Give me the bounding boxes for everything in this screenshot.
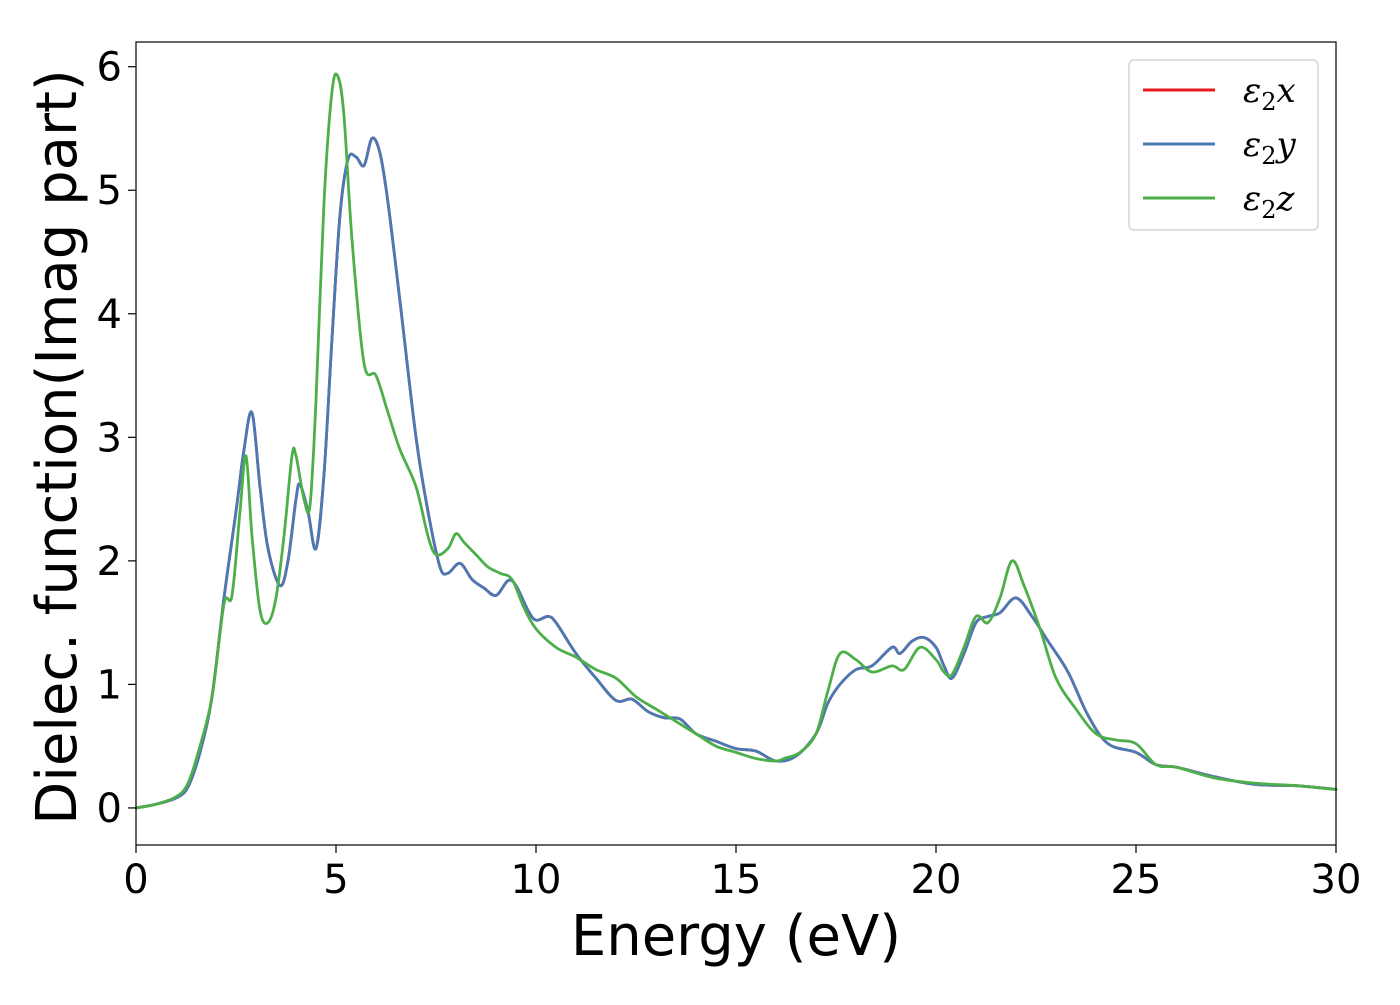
y-tick-label: 4 bbox=[97, 292, 122, 338]
y-tick-label: 2 bbox=[97, 539, 122, 585]
series-layer bbox=[134, 72, 1338, 810]
legend: ε2x ε2y ε2z bbox=[1128, 59, 1319, 231]
y-tick-label: 0 bbox=[97, 786, 122, 832]
x-tick-label: 30 bbox=[1311, 857, 1362, 903]
y-axis-ticks: 0 1 2 3 4 5 6 bbox=[97, 45, 136, 832]
legend-label-z: ε2z bbox=[1243, 179, 1296, 224]
x-axis-ticks: 0 5 10 15 20 25 30 bbox=[123, 845, 1361, 903]
y-tick-label: 5 bbox=[97, 168, 122, 214]
legend-label-y: ε2y bbox=[1243, 125, 1297, 170]
x-tick-label: 0 bbox=[123, 857, 148, 903]
x-axis-title: Energy (eV) bbox=[571, 904, 901, 969]
series-line-z bbox=[134, 72, 1338, 810]
x-tick-label: 10 bbox=[511, 857, 562, 903]
series-line-y bbox=[134, 136, 1338, 810]
x-tick-label: 20 bbox=[911, 857, 962, 903]
x-tick-label: 5 bbox=[323, 857, 348, 903]
y-tick-label: 1 bbox=[97, 662, 122, 708]
legend-label-x: ε2x bbox=[1243, 71, 1296, 116]
legend-box bbox=[1128, 59, 1319, 231]
x-tick-label: 25 bbox=[1111, 857, 1162, 903]
y-tick-label: 6 bbox=[97, 45, 122, 91]
x-tick-label: 15 bbox=[711, 857, 762, 903]
y-axis-title: Dielec. function(Imag part) bbox=[25, 69, 90, 825]
y-tick-label: 3 bbox=[97, 415, 122, 461]
